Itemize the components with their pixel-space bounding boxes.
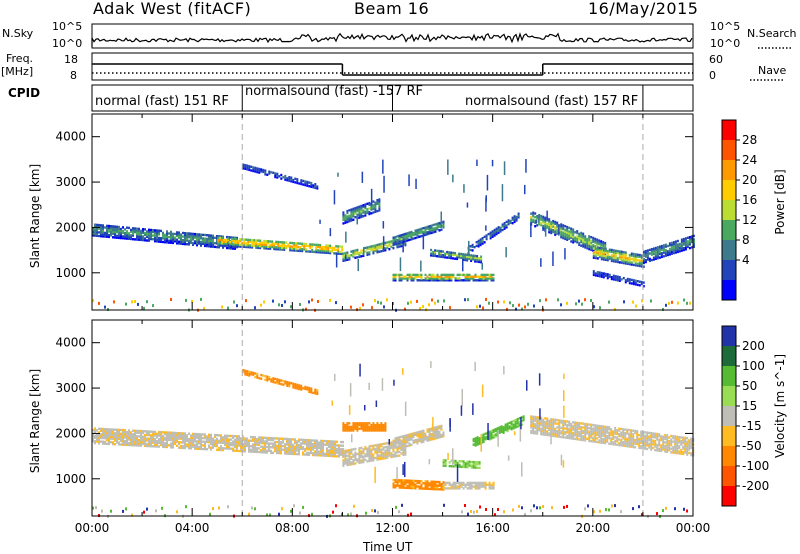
nsearch-label: N.Search [747,27,797,40]
nave-tick-high: 60 [709,53,723,66]
power-colorbar-tick-label-3: 16 [742,193,757,207]
power-echo-band-5 [467,212,520,255]
power-echo-band-12 [592,270,645,288]
power-colorbar-seg-2 [722,160,736,181]
vel-echo-band-4 [442,459,481,470]
xtick-label-0: 00:00 [75,521,110,535]
vel-echo-band-8 [530,415,695,457]
vel-echo-band-7 [442,481,495,490]
nsky-label: N.Sky [2,27,34,40]
xtick-label-3: 12:00 [375,521,410,535]
power-scatter-streaks [319,159,566,272]
power-colorbar-seg-1 [722,140,736,161]
power-colorbar-tick-label-1: 24 [742,153,757,167]
vel-colorbar-seg-4 [722,406,736,427]
vel-colorbar-seg-0 [722,326,736,347]
power-colorbar-seg-0 [722,120,736,141]
freq-panel-frame [91,52,694,81]
nave-tick-low: 0 [709,69,716,82]
vel-colorbar-seg-1 [722,346,736,367]
power-colorbar-seg-8 [722,280,736,301]
station-title: Adak West (fitACF) [93,0,252,18]
x-axis-label: Time UT [363,540,413,554]
nsearch-tick-high: 10^5 [710,20,741,33]
power-colorbar-tick-label-4: 12 [742,213,757,227]
xtick-label-4: 16:00 [475,521,510,535]
vel-colorbar-seg-2 [722,366,736,387]
power-echo-band-8 [592,246,645,268]
vel-colorbar-seg-8 [722,486,736,507]
nsky-panel-frame [91,23,694,49]
vel-echo-band-5 [472,415,525,447]
power-colorbar-frame [721,119,737,301]
nsky-trace [91,32,693,47]
vel-ytick-label-2: 2000 [55,426,86,440]
vel-echo-band-9 [242,369,319,396]
power-colorbar-tick-label-0: 28 [742,133,757,147]
power-ytick-label-0: 4000 [55,130,86,144]
power-ytick-label-3: 1000 [55,266,86,280]
nsky-tick-low: 10^0 [52,37,83,50]
vel-ytick-label-3: 1000 [55,472,86,486]
nsky-tick-high: 10^5 [52,20,83,33]
vel-colorbar-seg-5 [722,426,736,447]
vel-colorbar-tick-label-4: -15 [742,419,762,433]
vel-colorbar-tick-label-5: -50 [742,439,762,453]
vel-scatter-streaks [331,361,565,484]
vel-colorbar-frame [721,325,737,507]
power-colorbar-seg-3 [722,180,736,201]
power-colorbar-tick-label-5: 8 [742,233,750,247]
power-colorbar-seg-5 [722,220,736,241]
power-echo-band-9 [642,234,695,264]
vel-echo-band-2 [392,424,445,451]
power-colorbar-seg-7 [722,260,736,281]
vel-colorbar-tick-label-3: 15 [742,399,757,413]
power-echo-band-6 [392,273,495,282]
vel-ytick-label-0: 4000 [55,336,86,350]
power-colorbar-seg-6 [722,240,736,261]
power-echo-band-4 [430,248,483,264]
vel-colorbar-seg-3 [722,386,736,407]
vel-colorbar-tick-label-1: 100 [742,359,765,373]
power-colorbar-tick-label-2: 20 [742,173,757,187]
cpid-label: CPID [8,86,41,100]
vel-colorbar-tick-label-6: -100 [742,459,769,473]
freq-unit: [MHz] [1,65,34,78]
power-ytick-label-1: 3000 [55,175,86,189]
freq-label: Freq. [6,52,34,65]
power-echo-band-10 [242,163,319,190]
power-colorbar-tick-label-6: 4 [742,253,750,267]
nsearch-tick-low: 10^0 [710,37,741,50]
vel-echo-band-6 [392,478,445,491]
power-ytick-label-2: 2000 [55,220,86,234]
freq-tick-high: 18 [64,53,78,66]
power-echo-band-3 [392,220,445,247]
vel-colorbar-tick-label-0: 200 [742,339,765,353]
freq-tick-low: 8 [70,69,77,82]
date-title: 16/May/2015 [588,0,699,18]
vel-ytick-label-1: 3000 [55,381,86,395]
xtick-label-1: 04:00 [175,521,210,535]
power-echo-band-1 [217,236,344,256]
vel-colorbar-seg-6 [722,446,736,467]
xtick-label-6: 00:00 [676,521,711,535]
power-colorbar-seg-4 [722,200,736,221]
vel-colorbar-seg-7 [722,466,736,487]
vel-colorbar-tick-label-2: 50 [742,379,757,393]
vel-echo-band-3 [342,422,387,432]
cpid-segment-1: normal (fast) 151 RF [95,94,229,109]
vel-colorbar-tick-label-7: -200 [742,479,769,493]
xtick-label-5: 20:00 [576,521,611,535]
nave-label: Nave [758,64,787,77]
beam-title: Beam 16 [354,0,430,18]
cpid-segment-2: normalsound (fast) -157 RF [245,84,423,99]
power-echo-band-11 [342,198,381,225]
power-echo-band-0 [92,223,238,250]
xtick-label-2: 08:00 [275,521,310,535]
cpid-segment-3: normalsound (fast) 157 RF [465,94,639,109]
